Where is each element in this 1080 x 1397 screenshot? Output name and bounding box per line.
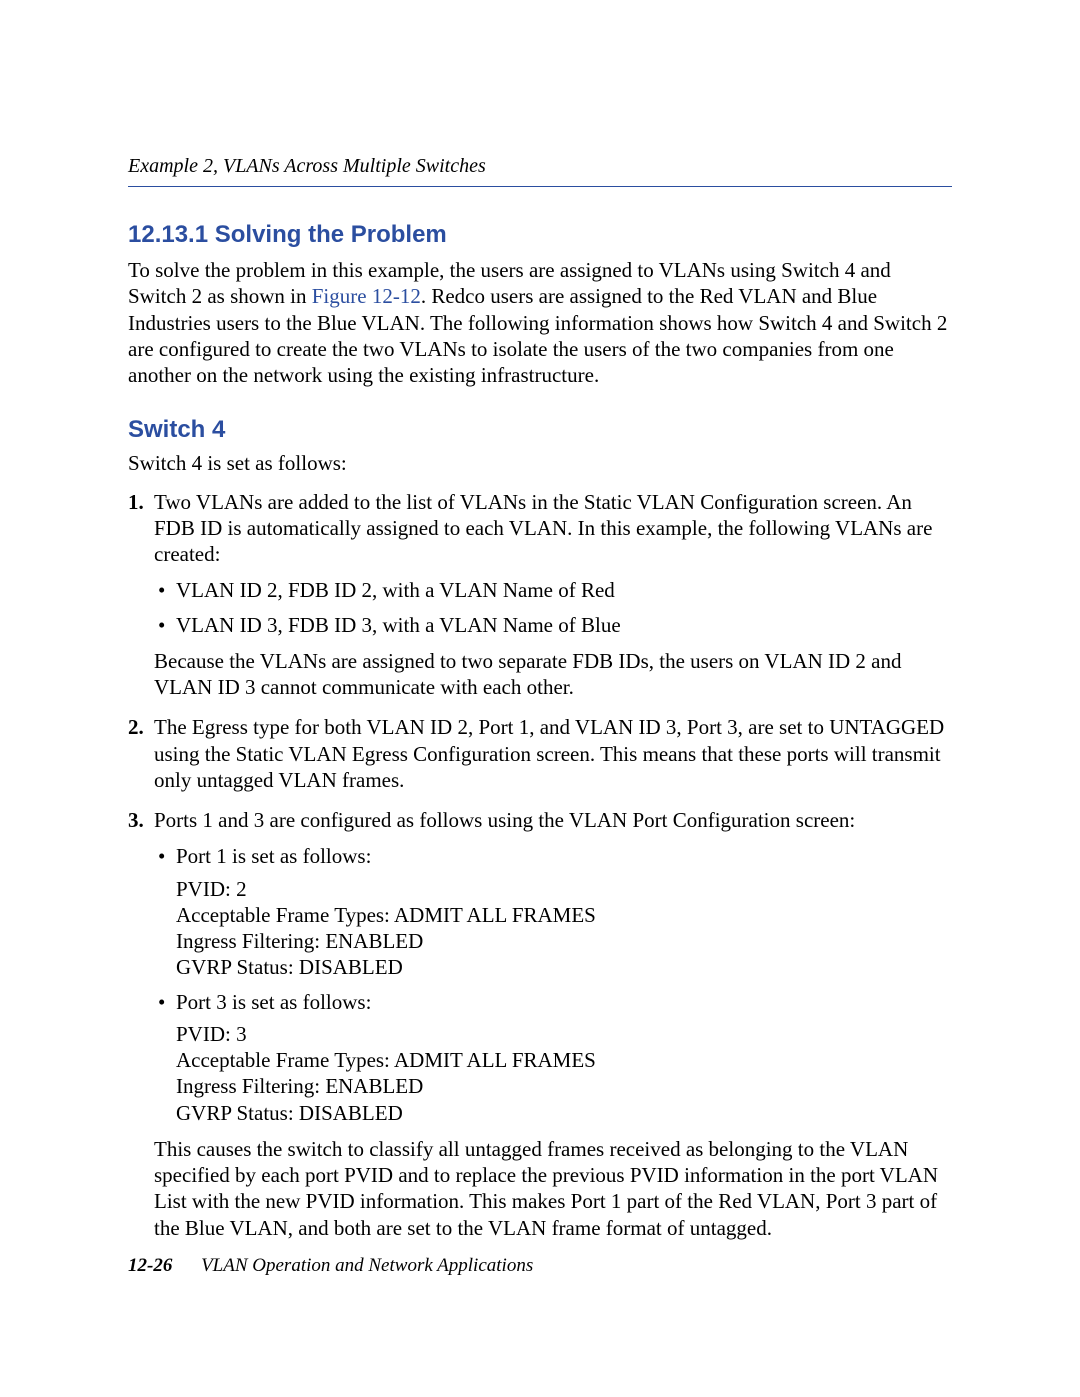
running-head: Example 2, VLANs Across Multiple Switche… bbox=[128, 155, 952, 186]
footer-title: VLAN Operation and Network Applications bbox=[201, 1255, 533, 1276]
step-2: 2. The Egress type for both VLAN ID 2, P… bbox=[128, 714, 952, 793]
cfg-line: Ingress Filtering: ENABLED bbox=[176, 1073, 952, 1099]
page-footer: 12-26 VLAN Operation and Network Applica… bbox=[128, 1255, 533, 1277]
step-3: 3. Ports 1 and 3 are configured as follo… bbox=[128, 807, 952, 1241]
list-item: VLAN ID 2, FDB ID 2, with a VLAN Name of… bbox=[154, 577, 952, 603]
step3-ports: Port 1 is set as follows: PVID: 2 Accept… bbox=[154, 843, 952, 1126]
step-1: 1. Two VLANs are added to the list of VL… bbox=[128, 489, 952, 701]
switch4-lead: Switch 4 is set as follows: bbox=[128, 450, 952, 476]
switch4-heading: Switch 4 bbox=[128, 416, 952, 444]
step-number: 1. bbox=[128, 489, 144, 515]
step-number: 2. bbox=[128, 714, 144, 740]
intro-paragraph: To solve the problem in this example, th… bbox=[128, 257, 952, 388]
port-lead: Port 3 is set as follows: bbox=[176, 990, 371, 1014]
step1-bullets: VLAN ID 2, FDB ID 2, with a VLAN Name of… bbox=[154, 577, 952, 638]
list-item: VLAN ID 3, FDB ID 3, with a VLAN Name of… bbox=[154, 612, 952, 638]
step-text: Ports 1 and 3 are configured as follows … bbox=[154, 808, 855, 832]
cfg-line: Ingress Filtering: ENABLED bbox=[176, 928, 952, 954]
step3-after: This causes the switch to classify all u… bbox=[154, 1136, 952, 1241]
step-text: The Egress type for both VLAN ID 2, Port… bbox=[154, 715, 944, 792]
figure-link[interactable]: Figure 12-12 bbox=[312, 284, 421, 308]
step-text: Two VLANs are added to the list of VLANs… bbox=[154, 490, 932, 567]
cfg-line: PVID: 2 bbox=[176, 876, 952, 902]
cfg-line: PVID: 3 bbox=[176, 1021, 952, 1047]
page: Example 2, VLANs Across Multiple Switche… bbox=[0, 0, 1080, 1397]
port1-config: PVID: 2 Acceptable Frame Types: ADMIT AL… bbox=[176, 876, 952, 981]
cfg-line: Acceptable Frame Types: ADMIT ALL FRAMES bbox=[176, 1047, 952, 1073]
step-number: 3. bbox=[128, 807, 144, 833]
port-block: Port 3 is set as follows: PVID: 3 Accept… bbox=[154, 989, 952, 1126]
cfg-line: Acceptable Frame Types: ADMIT ALL FRAMES bbox=[176, 902, 952, 928]
cfg-line: GVRP Status: DISABLED bbox=[176, 954, 952, 980]
page-number: 12-26 bbox=[128, 1255, 172, 1276]
port3-config: PVID: 3 Acceptable Frame Types: ADMIT AL… bbox=[176, 1021, 952, 1126]
header-rule bbox=[128, 186, 952, 187]
step1-after: Because the VLANs are assigned to two se… bbox=[154, 648, 952, 701]
cfg-line: GVRP Status: DISABLED bbox=[176, 1100, 952, 1126]
port-lead: Port 1 is set as follows: bbox=[176, 844, 371, 868]
port-block: Port 1 is set as follows: PVID: 2 Accept… bbox=[154, 843, 952, 980]
steps-list: 1. Two VLANs are added to the list of VL… bbox=[128, 489, 952, 1241]
section-heading: 12.13.1 Solving the Problem bbox=[128, 221, 952, 249]
